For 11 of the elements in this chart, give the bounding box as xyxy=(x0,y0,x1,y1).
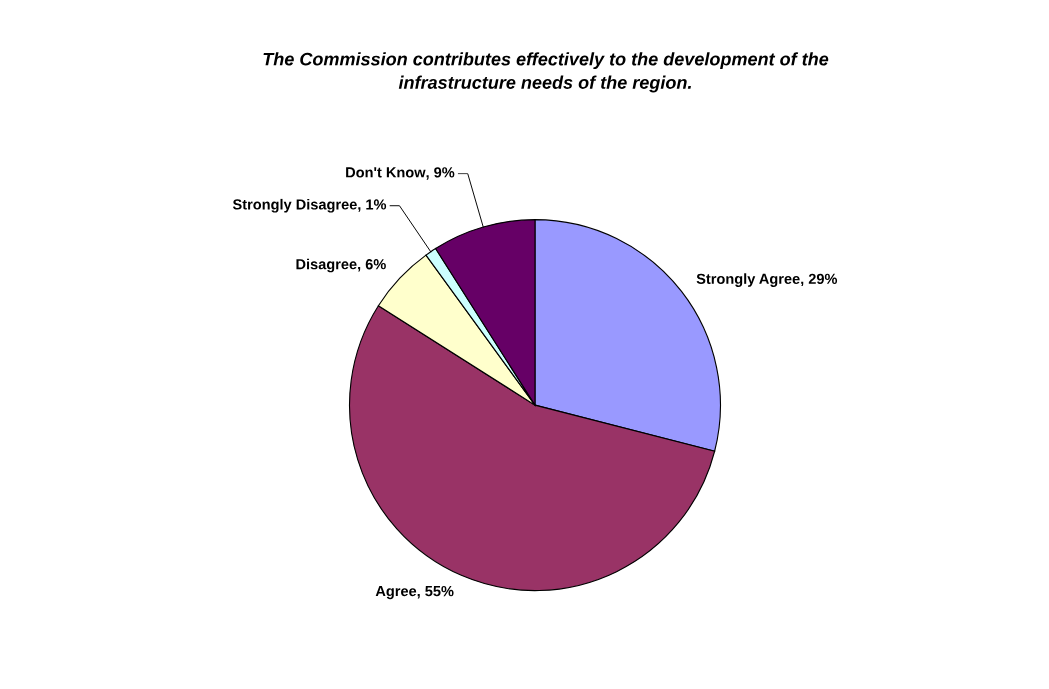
slice-label: Agree xyxy=(375,586,417,600)
data-label: , 55% xyxy=(417,585,454,599)
data-label: , 1% xyxy=(358,199,387,212)
slice-label: Strongly Disagree xyxy=(232,198,357,213)
chart-title: The Commission contributes effectively to the development of the infrastructure needs of the region. xyxy=(263,52,829,93)
slice-label: Strongly Agree xyxy=(696,273,800,287)
data-label: , 29% xyxy=(801,273,838,287)
slice-label: Don't Know xyxy=(346,167,426,178)
data-label: , 6% xyxy=(358,259,386,272)
slice-label: Disagree xyxy=(296,258,357,273)
data-label: , 9% xyxy=(426,167,455,180)
